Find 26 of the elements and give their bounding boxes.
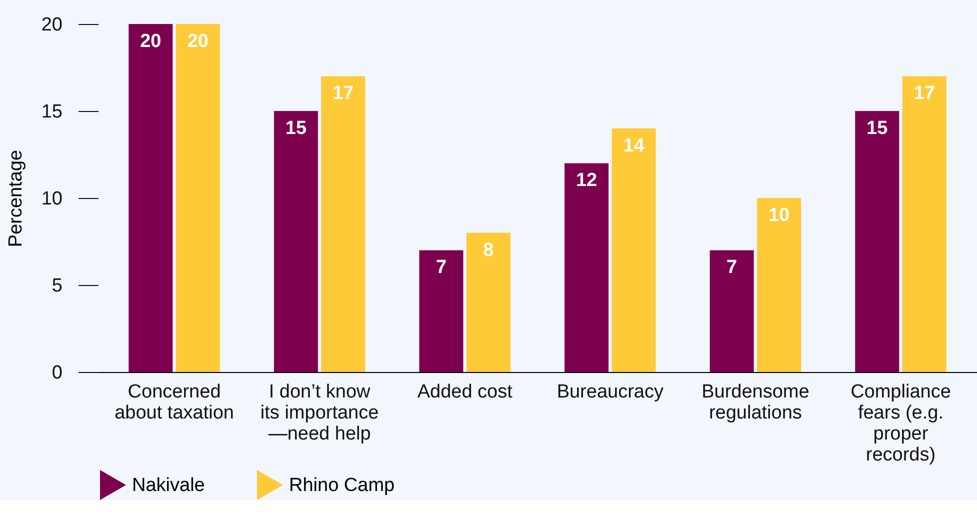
x-tick-label: Compliance fears (e.g. proper records): [850, 382, 951, 466]
data-label: 10: [768, 205, 790, 226]
x-tick-label: Bureaucracy: [556, 382, 664, 402]
data-label: 7: [436, 257, 447, 278]
data-label: 7: [726, 257, 738, 278]
data-label: 14: [623, 135, 645, 156]
y-tick-label: 10: [41, 188, 62, 210]
data-label: 15: [285, 118, 307, 139]
data-label: 20: [140, 31, 162, 52]
x-tick-label: Added cost: [417, 382, 514, 402]
y-tick-label: 15: [41, 102, 62, 122]
x-tick-label: Burdensome regulations: [702, 382, 810, 424]
legend-label: Rhino Camp: [289, 475, 395, 496]
x-tick-label: I don’t know its importance—need help: [260, 382, 379, 444]
y-tick-label: 0: [52, 362, 62, 384]
x-tick-label: Concerned about taxation: [114, 382, 234, 424]
data-label: 20: [187, 31, 208, 52]
data-label: 17: [914, 83, 935, 104]
data-label: 15: [866, 118, 888, 139]
data-label: 12: [576, 170, 598, 192]
y-axis-title: Percentage: [5, 150, 26, 248]
y-tick-label: 20: [41, 14, 62, 36]
legend-label: Nakivale: [132, 475, 205, 496]
y-tick-label: 5: [52, 276, 62, 296]
data-label: 17: [332, 83, 354, 104]
data-label: 8: [483, 240, 494, 261]
